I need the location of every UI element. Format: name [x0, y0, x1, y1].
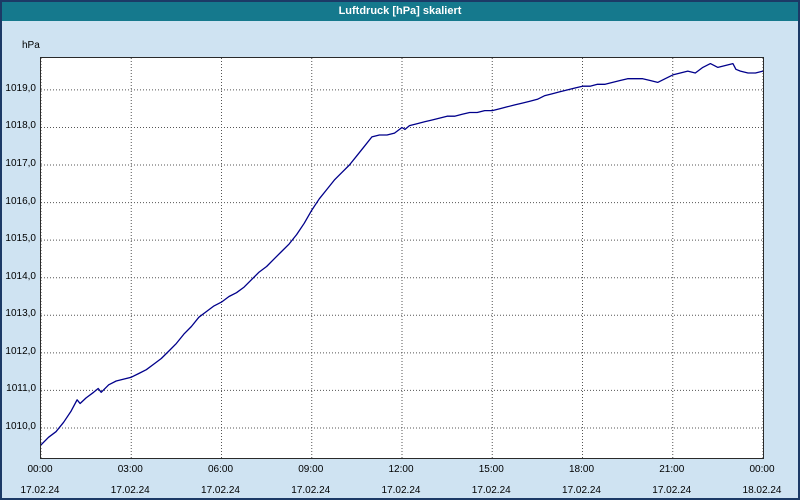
- x-date-label: 17.02.24: [381, 485, 421, 496]
- x-date-label: 17.02.24: [201, 485, 240, 496]
- y-tick-label: 1011,0: [6, 383, 36, 395]
- x-tick-label: 21:00: [659, 464, 685, 475]
- x-tick-label: 15:00: [478, 464, 504, 475]
- window-titlebar: Luftdruck [hPa] skaliert: [2, 2, 798, 21]
- x-tick-label: 00:00: [749, 464, 775, 475]
- pressure-series-line: [41, 62, 763, 446]
- x-date-label: 18.02.24: [742, 485, 782, 496]
- y-tick-label: 1012,0: [5, 345, 36, 357]
- y-tick-label: 1017,0: [5, 158, 36, 170]
- y-tick-label: 1015,0: [5, 233, 36, 245]
- window-title: Luftdruck [hPa] skaliert: [338, 5, 462, 17]
- x-tick-label: 00:00: [27, 464, 53, 475]
- y-tick-label: 1016,0: [5, 195, 36, 207]
- x-date-label: 17.02.24: [652, 485, 692, 496]
- y-tick-label: 1013,0: [5, 308, 36, 320]
- x-tick-label: 18:00: [568, 464, 595, 475]
- x-date-label: 17.02.24: [471, 485, 511, 496]
- y-axis-unit-label: hPa: [22, 40, 40, 51]
- x-date-label: 17.02.24: [20, 485, 60, 496]
- y-tick-label: 1014,0: [5, 270, 36, 282]
- x-date-label: 17.02.24: [562, 485, 601, 496]
- x-tick-label: 03:00: [117, 464, 143, 475]
- y-tick-label: 1010,0: [5, 420, 36, 432]
- x-tick-label: 12:00: [388, 464, 414, 475]
- pressure-chart: [41, 58, 763, 458]
- x-date-label: 17.02.24: [291, 485, 331, 496]
- y-tick-label: 1018,0: [5, 120, 36, 132]
- x-date-label: 17.02.24: [110, 485, 150, 496]
- x-tick-label: 09:00: [298, 464, 324, 475]
- y-tick-label: 1019,0: [5, 82, 36, 94]
- x-tick-label: 06:00: [207, 464, 234, 475]
- plot-area: [40, 57, 764, 459]
